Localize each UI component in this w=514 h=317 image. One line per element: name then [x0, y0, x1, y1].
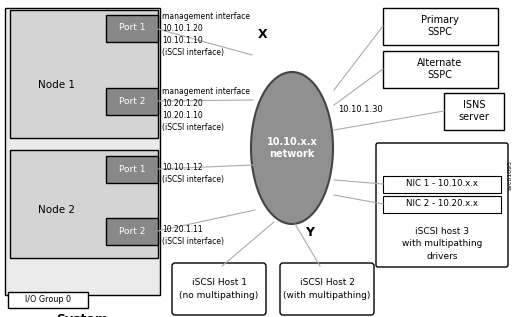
Text: 10.10.1.30: 10.10.1.30 [338, 105, 383, 113]
Text: 10.10.1.12
(iSCSI interface): 10.10.1.12 (iSCSI interface) [162, 163, 224, 184]
Text: management interface
10.20.1.20
10.20.1.10
(iSCSI interface): management interface 10.20.1.20 10.20.1.… [162, 87, 250, 133]
Text: Port 1: Port 1 [119, 165, 145, 173]
FancyBboxPatch shape [383, 51, 498, 88]
FancyBboxPatch shape [5, 8, 160, 295]
Text: Alternate
SSPC: Alternate SSPC [417, 58, 463, 80]
Ellipse shape [251, 72, 333, 224]
Text: Node 2: Node 2 [38, 205, 75, 215]
Text: NIC 2 - 10.20.x.x: NIC 2 - 10.20.x.x [406, 199, 478, 209]
FancyBboxPatch shape [383, 8, 498, 45]
FancyBboxPatch shape [172, 263, 266, 315]
Text: 10.10.x.x
network: 10.10.x.x network [267, 137, 317, 159]
Text: NIC 1 - 10.10.x.x: NIC 1 - 10.10.x.x [406, 179, 478, 189]
FancyBboxPatch shape [106, 88, 158, 115]
Text: ISNS
server: ISNS server [458, 100, 489, 122]
Text: Port 2: Port 2 [119, 227, 145, 236]
FancyBboxPatch shape [106, 15, 158, 42]
Text: Port 1: Port 1 [119, 23, 145, 33]
Text: Node 1: Node 1 [38, 80, 75, 90]
FancyBboxPatch shape [383, 196, 501, 213]
Text: svc01095: svc01095 [507, 160, 512, 190]
Text: 10.20.1.11
(iSCSI interface): 10.20.1.11 (iSCSI interface) [162, 225, 224, 246]
FancyBboxPatch shape [383, 176, 501, 193]
FancyBboxPatch shape [8, 292, 88, 308]
FancyBboxPatch shape [376, 143, 508, 267]
FancyBboxPatch shape [10, 10, 158, 138]
FancyBboxPatch shape [10, 150, 158, 258]
FancyBboxPatch shape [106, 218, 158, 245]
Text: iSCSI Host 1
(no multipathing): iSCSI Host 1 (no multipathing) [179, 278, 259, 300]
Text: Primary
SSPC: Primary SSPC [421, 15, 459, 37]
FancyBboxPatch shape [280, 263, 374, 315]
Text: Y: Y [305, 225, 315, 238]
Text: management interface
10.10.1.20
10.10.1.10
(iSCSI interface): management interface 10.10.1.20 10.10.1.… [162, 12, 250, 57]
Text: Port 2: Port 2 [119, 96, 145, 106]
Text: X: X [258, 29, 268, 42]
FancyBboxPatch shape [444, 93, 504, 130]
FancyBboxPatch shape [106, 156, 158, 183]
Text: System: System [56, 313, 108, 317]
Text: iSCSI host 3
with multipathing
drivers: iSCSI host 3 with multipathing drivers [402, 227, 482, 261]
Text: I/O Group 0: I/O Group 0 [25, 295, 71, 305]
Text: iSCSI Host 2
(with multipathing): iSCSI Host 2 (with multipathing) [283, 278, 371, 300]
